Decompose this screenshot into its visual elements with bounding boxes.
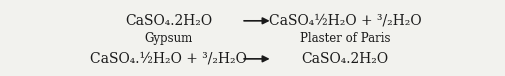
Text: CaSO₄.½H₂O + ³/₂H₂O: CaSO₄.½H₂O + ³/₂H₂O: [90, 52, 247, 66]
Text: Gypsum: Gypsum: [144, 32, 193, 45]
Text: CaSO₄.2H₂O: CaSO₄.2H₂O: [125, 14, 213, 28]
Text: CaSO₄.2H₂O: CaSO₄.2H₂O: [301, 52, 388, 66]
Text: Plaster of Paris: Plaster of Paris: [299, 32, 390, 45]
Text: CaSO₄½H₂O + ³/₂H₂O: CaSO₄½H₂O + ³/₂H₂O: [269, 14, 421, 28]
